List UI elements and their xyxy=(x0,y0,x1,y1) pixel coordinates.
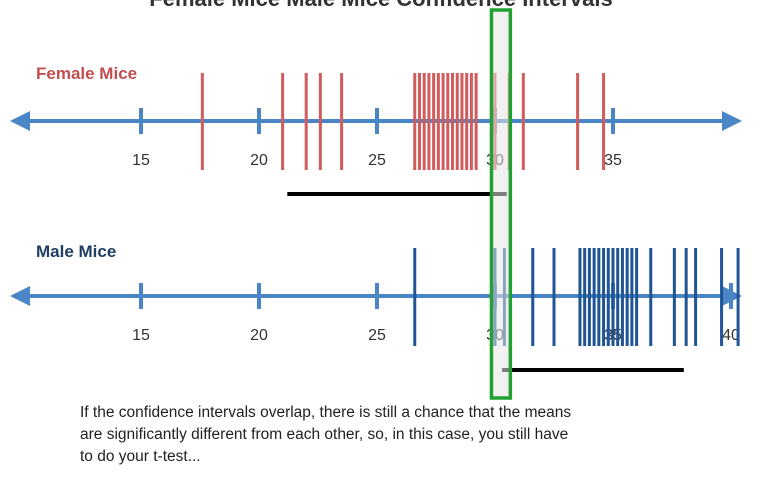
male-tick-label-20: 20 xyxy=(250,327,268,344)
male-mice-label: Male Mice xyxy=(36,242,116,261)
female-tick-label-15: 15 xyxy=(132,152,150,169)
caption-text: If the confidence intervals overlap, the… xyxy=(80,402,720,468)
female-number-line: Female Mice 1520253035 xyxy=(10,64,742,196)
male-tick-label-25: 25 xyxy=(368,327,386,344)
female-mice-label: Female Mice xyxy=(36,64,137,83)
female-tick-label-35: 35 xyxy=(604,152,622,169)
female-axis-ticks: 1520253035 xyxy=(132,108,622,169)
top-partial-title: Female Mice Male Mice Confidence Interva… xyxy=(149,0,612,11)
caption-line-3: to do your t-test... xyxy=(80,448,201,465)
caption-line-1: If the confidence intervals overlap, the… xyxy=(80,404,572,421)
overlap-highlight-box xyxy=(489,8,513,400)
male-number-line: Male Mice 152025303540 xyxy=(10,242,742,372)
male-tick-label-15: 15 xyxy=(132,327,150,344)
female-data-ticks xyxy=(200,73,606,170)
female-tick-label-20: 20 xyxy=(250,152,268,169)
male-tick-label-40: 40 xyxy=(722,327,740,344)
female-tick-label-25: 25 xyxy=(368,152,386,169)
caption-line-2: are significantly different from each ot… xyxy=(80,426,569,443)
male-axis-ticks: 152025303540 xyxy=(132,283,740,344)
